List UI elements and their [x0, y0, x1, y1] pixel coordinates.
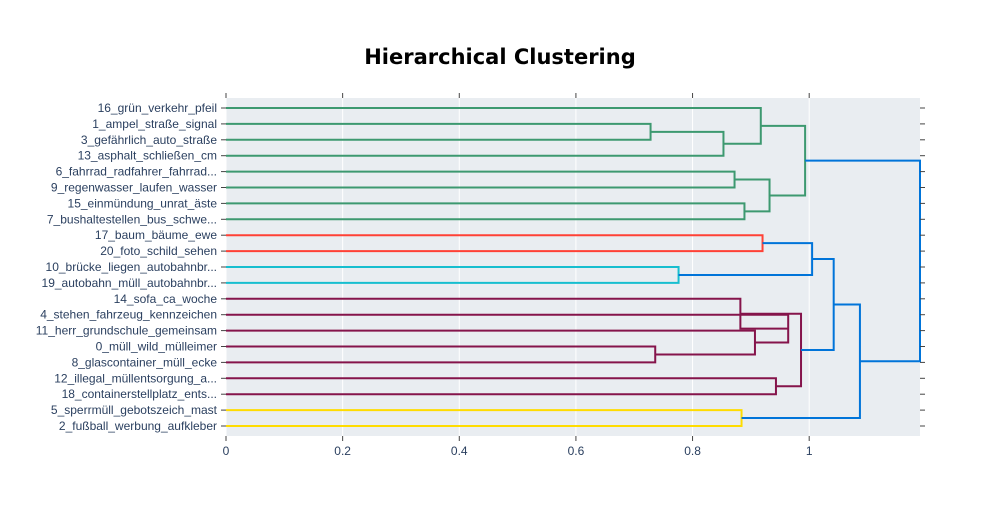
x-tick-label: 1: [806, 444, 813, 458]
dendrogram-link-N: [226, 297, 789, 330]
x-tick-label: 0.6: [568, 444, 585, 458]
leaf-label: 3_gefährlich_auto_straße: [81, 133, 217, 147]
leaf-label: 2_fußball_werbung_aufkleber: [59, 419, 217, 433]
leaf-label: 15_einmündung_unrat_äste: [68, 196, 218, 210]
dendrogram-link-J: [678, 242, 814, 276]
chart-title: Hierarchical Clustering: [364, 45, 636, 69]
x-axis: 0 0.2 0.4 0.6 0.8 1: [223, 93, 813, 458]
leaf-label: 10_brücke_liegen_autobahnbr...: [46, 260, 217, 274]
leaf-label: 1_ampel_straße_signal: [92, 117, 217, 131]
leaf-label: 16_grün_verkehr_pfeil: [98, 101, 217, 115]
dendrogram-links: [226, 107, 921, 427]
leaf-label: 12_illegal_müllentsorgung_a...: [54, 371, 217, 385]
x-tick-label: 0.8: [684, 444, 701, 458]
leaf-label: 19_autobahn_müll_autobahnbr...: [42, 276, 217, 290]
dendrogram-link-K: [226, 345, 657, 364]
leaf-label: 14_sofa_ca_woche: [114, 292, 218, 306]
leaf-label: 20_foto_schild_sehen: [100, 244, 217, 258]
dendrogram-link-C: [226, 107, 762, 145]
dendrogram-link-T: [805, 159, 921, 363]
leaf-label: 7_bushaltestellen_bus_schwe...: [47, 212, 217, 226]
dendrogram-link-F: [734, 178, 771, 213]
y-ticks: [221, 107, 925, 427]
x-tick-label: 0.4: [451, 444, 468, 458]
leaf-label: 4_stehen_fahrzeug_kennzeichen: [40, 308, 217, 322]
leaf-label: 8_glascontainer_müll_ecke: [72, 355, 218, 369]
x-tick-label: 0: [223, 444, 230, 458]
x-tick-label: 0.2: [334, 444, 351, 458]
leaf-label: 17_baum_bäume_ewe: [95, 228, 217, 242]
dendrogram-link-Q: [801, 258, 835, 351]
leaf-label: 13_asphalt_schließen_cm: [78, 149, 217, 163]
leaf-label: 0_müll_wild_mülleimer: [96, 340, 217, 354]
leaf-label: 5_sperrmüll_gebotszeich_mast: [51, 403, 218, 417]
leaf-label: 9_regenwasser_laufen_wasser: [51, 181, 217, 195]
dendrogram-link-L: [226, 329, 756, 356]
leaf-labels: 16_grün_verkehr_pfeil 1_ampel_straße_sign…: [36, 101, 218, 433]
dendrogram-link-S: [741, 303, 861, 420]
dendrogram-link-O: [226, 377, 777, 396]
leaf-label: 11_herr_grundschule_gemeinsam: [36, 324, 217, 338]
leaf-label: 6_fahrrad_radfahrer_fahrrad...: [56, 165, 217, 179]
leaf-label: 18_containerstellplatz_ents...: [62, 387, 217, 401]
